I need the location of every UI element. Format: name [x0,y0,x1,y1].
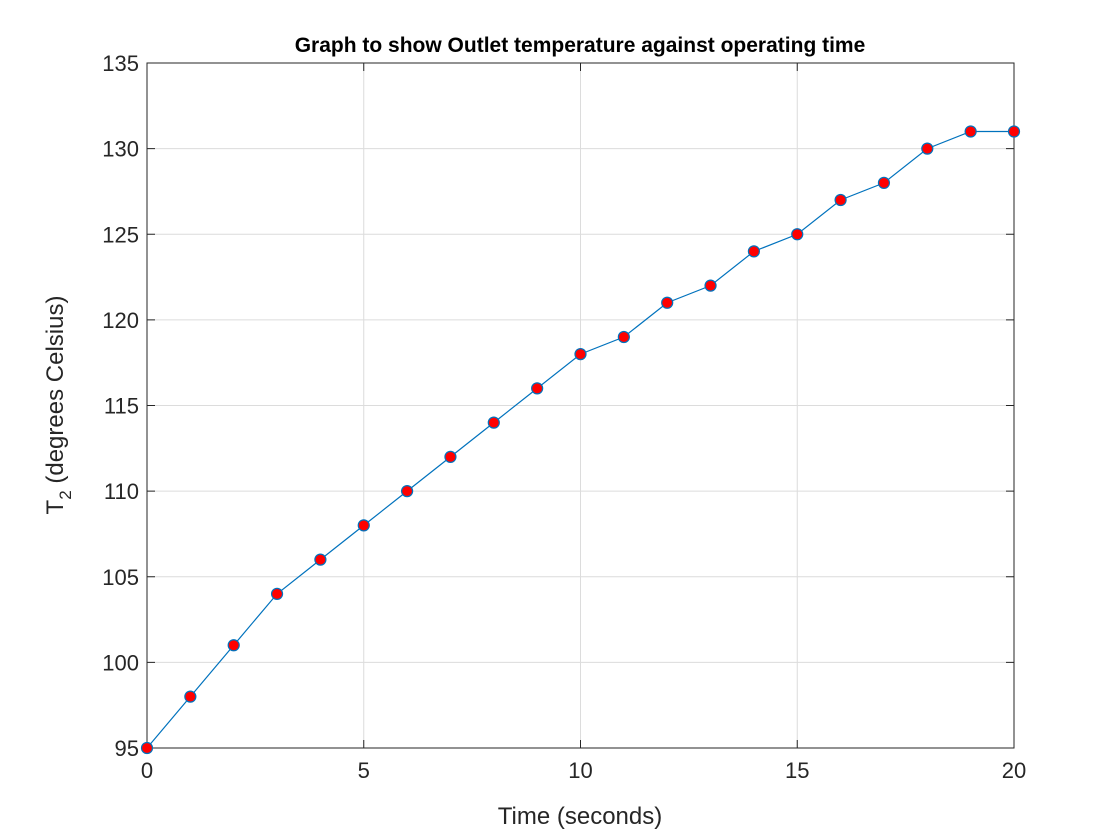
x-tick-label: 20 [1002,758,1026,783]
y-tick-label: 95 [115,736,139,761]
y-tick-label: 120 [102,308,139,333]
axis-ticks: 0 5 10 15 20 95 100 105 110 115 120 125 130 135 [102,51,1026,783]
data-point [487,416,500,429]
y-tick-label: 110 [104,479,139,504]
y-tick-label: 105 [102,565,139,590]
y-tick-label: 130 [102,137,139,162]
data-point [704,279,717,292]
data-point [531,382,544,395]
y-tick-label: 135 [102,51,139,76]
data-point [617,330,630,344]
series-layer [140,125,1021,755]
data-point [921,142,934,155]
y-tick-label: 115 [104,394,139,419]
y-tick-label: 125 [102,222,139,247]
data-point [270,587,284,600]
y-axis-label-symbol: T [42,499,69,514]
data-point [834,193,847,207]
x-tick-label: 10 [568,758,592,783]
data-point [661,296,674,309]
y-axis-label-unit: (degrees Celsius) [42,296,69,491]
y-axis-label-subscript: 2 [56,490,75,499]
chart-title: Graph to show Outlet temperature against… [295,34,866,57]
data-point [877,176,891,189]
x-tick-label: 15 [785,758,809,783]
grid-lines [147,63,1014,748]
x-tick-label: 5 [358,758,370,783]
data-point [314,553,327,566]
data-point [791,228,804,241]
data-point [227,639,240,652]
data-point [747,245,761,258]
data-point [444,450,457,463]
x-axis-label: Time (seconds) [498,803,662,830]
data-point [574,348,587,361]
y-tick-label: 100 [102,650,139,675]
data-point [184,690,197,703]
x-tick-label: 0 [141,758,153,783]
data-point [357,519,370,532]
data-point [1007,125,1021,138]
y-axis-label: T2 (degrees Celsius) [42,296,75,515]
data-point [140,741,154,755]
data-point [964,125,977,138]
data-point [401,485,414,498]
